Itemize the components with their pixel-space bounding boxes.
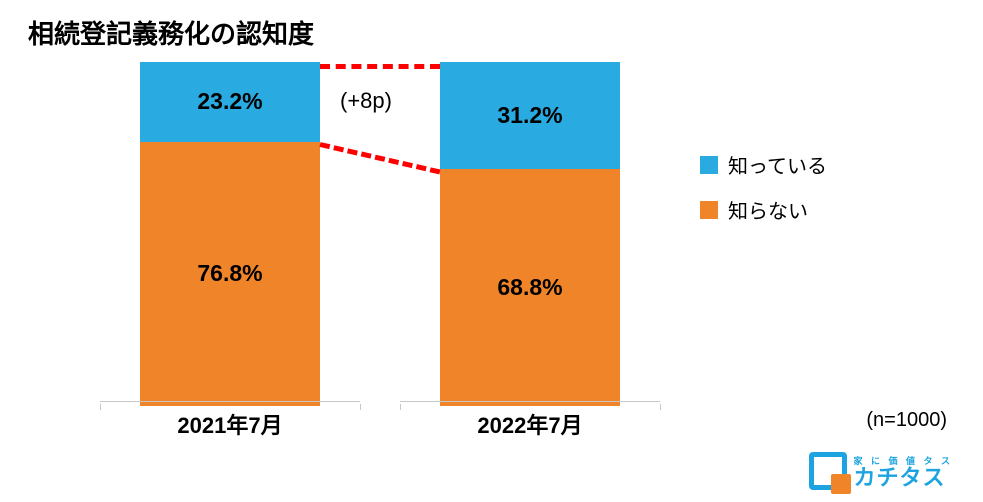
x-axis-label: 2021年7月 [100,401,360,440]
legend: 知っている知らない [700,150,827,240]
legend-label: 知っている [728,150,827,179]
legend-item: 知らない [700,195,827,224]
bar-segment-unknown: 68.8% [440,169,620,406]
connector-top [320,64,440,69]
legend-item: 知っている [700,150,827,179]
connector-bottom [319,142,440,174]
logo-name: カチタス [853,467,953,489]
x-axis-label: 2022年7月 [400,401,660,440]
chart-area: (+8p) 23.2%76.8%2021年7月 31.2%68.8%2022年7月 [60,58,680,438]
sample-size: (n=1000) [866,409,947,432]
legend-swatch [700,156,718,174]
chart-title: 相続登記義務化の認知度 [28,14,314,51]
logo-mark-icon [809,452,847,490]
bar: 31.2%68.8% [440,62,620,406]
legend-label: 知らない [728,195,808,224]
bar-segment-unknown: 76.8% [140,142,320,406]
bar: 23.2%76.8% [140,62,320,406]
legend-swatch [700,201,718,219]
bar-segment-known: 23.2% [140,62,320,142]
delta-label: (+8p) [340,88,392,114]
bar-segment-known: 31.2% [440,62,620,169]
brand-logo: 家 に 価 値 タ ス カチタス [809,452,953,490]
